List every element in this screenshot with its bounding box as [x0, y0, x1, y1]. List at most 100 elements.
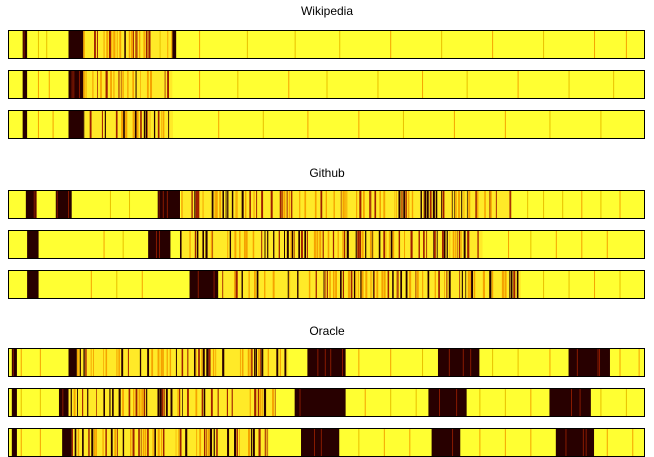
strip-wikipedia-1-dark-line	[23, 30, 25, 59]
strip-github-1-dense-line	[435, 190, 438, 219]
strip-oracle-1-dense-line	[193, 348, 196, 377]
strip-github-1-dense-line	[463, 190, 465, 219]
strip-oracle-3-thin-line	[409, 428, 411, 457]
strip-wikipedia-2-dark-block	[68, 70, 84, 99]
strip-github-3-dense-line	[408, 270, 412, 299]
strip-oracle-2-dense-line	[203, 388, 206, 417]
strip-oracle-2-dense-line	[210, 388, 213, 417]
strip-wikipedia-3-dense-line	[145, 110, 147, 139]
strip-github-3-dense-line	[329, 270, 331, 299]
strip-oracle-3-dense-line	[213, 428, 215, 457]
strip-wikipedia-1-dense-line	[171, 30, 173, 59]
strip-wikipedia-2-dense-line	[132, 70, 134, 99]
strip-github-3-thin-line	[543, 270, 545, 299]
strip-oracle-1-dense-line	[195, 348, 197, 377]
strip-wikipedia-2-dense-line	[100, 70, 102, 99]
strip-oracle-1-dense-line	[215, 348, 217, 377]
strip-github-2-dense-line	[385, 230, 387, 259]
strip-oracle-2-dense-line	[143, 388, 146, 417]
strip-github-1-dense-line	[227, 190, 229, 219]
strip-oracle-2-dark-line	[299, 388, 301, 417]
strip-github-2-dense-line	[359, 230, 362, 259]
strip-wikipedia-2-thin-line	[466, 70, 468, 99]
strip-github-3-dense-line	[392, 270, 394, 299]
strip-github-3-dense-line	[397, 270, 399, 299]
strip-github-1-dark-line	[158, 190, 160, 219]
strip-wikipedia-3-thin-line	[402, 110, 404, 139]
strip-github-3-dense-line	[222, 270, 224, 299]
strip-oracle-2-dense-line	[181, 388, 183, 417]
strip-oracle-3-dense-line	[140, 428, 142, 457]
strip-github-3-thin-line	[594, 270, 596, 299]
strip-wikipedia-2-dense-line	[113, 70, 115, 99]
strip-github-1-dense-line	[466, 190, 468, 219]
strip-oracle-2-dark-block	[294, 388, 346, 417]
strip-oracle-3-dense-line	[157, 428, 160, 457]
strip-wikipedia-2-dense-line	[164, 70, 166, 99]
strip-github-3-dense-line	[516, 270, 519, 299]
strip-oracle-3-dense-line	[175, 428, 177, 457]
strip-github-1-dense-line	[424, 190, 427, 219]
strip-github-3-dense-line	[323, 270, 325, 299]
strip-github-3-dense-line	[353, 270, 356, 299]
strip-github-2-dense-line	[306, 230, 308, 259]
strip-wikipedia-3-dense-line	[157, 110, 160, 139]
strip-github-1-dense-line	[286, 190, 288, 219]
strip-github-1-dense-line	[219, 190, 222, 219]
strip-wikipedia-1-dense-line	[148, 30, 151, 59]
strip-wikipedia-3-dense-line	[153, 110, 156, 139]
strip-github-2-dense-line	[436, 230, 438, 259]
strip-oracle-2-dense-line	[82, 388, 84, 417]
strip-wikipedia-3-thin-line	[549, 110, 551, 139]
strip-github-1-dense-line	[245, 190, 247, 219]
strip-github-1-dense-line	[370, 190, 372, 219]
strip-github-2-thin-line	[103, 230, 105, 259]
strip-wikipedia-1-thin-line	[492, 30, 494, 59]
strip-github-3-dense-line	[427, 270, 430, 299]
strip-github-2-dense-line	[369, 230, 372, 259]
strip-github-1-dense-line	[442, 190, 445, 219]
strip-wikipedia-2-thin-line	[237, 70, 239, 99]
strip-github-3-dense-line	[504, 270, 507, 299]
strip-github-2-dense-line	[316, 230, 319, 259]
strip-wikipedia-2-dense-line	[110, 70, 112, 99]
strip-github-3-dense-line	[501, 270, 504, 299]
strip-wikipedia-2-border	[8, 70, 645, 99]
strip-oracle-2-dense-line	[187, 388, 189, 417]
strip-github-2-dense-line	[189, 230, 191, 259]
strip-oracle-2-border	[8, 388, 645, 417]
strip-github-1-dense-line	[461, 190, 463, 219]
strip-github-1-dense-line	[214, 190, 216, 219]
strip-oracle-3-dense-line	[264, 428, 266, 457]
strip-github-2-thin-line	[581, 230, 583, 259]
strip-oracle-1-thin-line	[619, 348, 621, 377]
strip-github-2-dense-line	[383, 230, 386, 259]
strip-github-3-dense-line	[342, 270, 345, 299]
strip-wikipedia-1-dense-line	[143, 30, 145, 59]
strip-github-2-dense-line	[449, 230, 451, 259]
strip-github-3-dark-line	[197, 270, 199, 299]
strip-github-2-dense-line	[264, 230, 266, 259]
strip-oracle-1-dense-line	[90, 348, 92, 377]
strip-github-2-dense-line	[357, 230, 360, 259]
strip-wikipedia-2-dark-line	[71, 70, 73, 99]
strip-oracle-3-dense-line	[152, 428, 154, 457]
strip-wikipedia-2-dense-line	[85, 70, 87, 99]
strip-oracle-1-dense-line	[175, 348, 177, 377]
strip-github-2-thin-line	[122, 230, 124, 259]
strip-github-2-dense-line	[372, 230, 374, 259]
strip-wikipedia-3-thin-line	[37, 110, 39, 139]
strip-github-3-dark-line	[213, 270, 215, 299]
strip-github-2-dense-line	[410, 230, 413, 259]
strip-wikipedia-1-thin-line	[625, 30, 627, 59]
strip-oracle-1-dense-line	[201, 348, 203, 377]
strip-github-1-dense-line	[396, 190, 397, 219]
strip-oracle-3-dense-line	[138, 428, 140, 457]
strip-github-3-dense-line	[297, 270, 299, 299]
strip-oracle-1-dark-line	[317, 348, 319, 377]
strip-oracle-2-dense-line	[103, 388, 106, 417]
strip-oracle-2-thin-line	[39, 388, 41, 417]
strip-github-1-dense-line	[468, 190, 471, 219]
strip-oracle-1-dense-line	[127, 348, 129, 377]
strip-oracle-3-dark-block	[301, 428, 340, 457]
